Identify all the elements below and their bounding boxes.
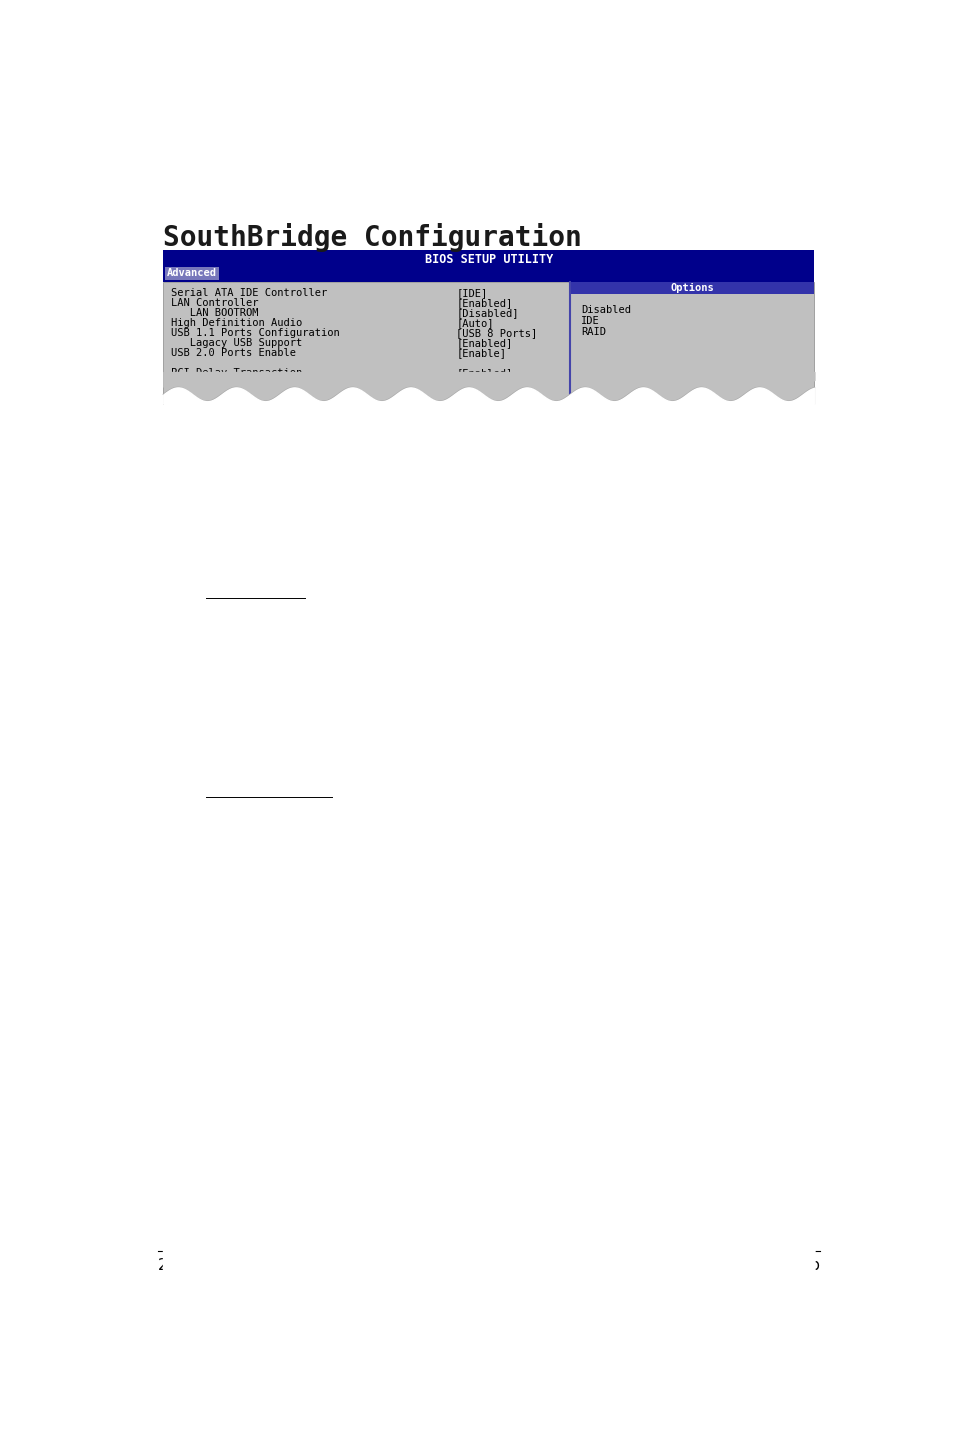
- Text: USB 2.0 Ports Enable: USB 2.0 Ports Enable: [171, 348, 295, 358]
- Bar: [570, 282, 814, 404]
- Text: Serial ATA IDE Controller: Serial ATA IDE Controller: [171, 288, 327, 298]
- Text: Lagacy USB Support: Lagacy USB Support: [171, 338, 302, 348]
- Text: [Enable]: [Enable]: [456, 348, 506, 358]
- Text: This option allows you to enable 2.0 USB host controllers.: This option allows you to enable 2.0 USB…: [163, 884, 604, 899]
- Text: USB 1.1 Ports Configuration [USB 8 Ports]: USB 1.1 Ports Configuration [USB 8 Ports…: [163, 716, 659, 736]
- Text: Configuration options: [Disabled] [Auto] [Enabled]: Configuration options: [Disabled] [Auto]…: [206, 831, 590, 846]
- Text: This option allows you to set the High Definition Audio.: This option allows you to set the High D…: [163, 670, 583, 684]
- Text: LAN BootROM [Disabled]: LAN BootROM [Disabled]: [206, 587, 395, 603]
- Text: Allows you to enable or disable the PCI Delay Transaction.: Allows you to enable or disable the PCI …: [163, 952, 607, 966]
- Text: Configuration options: [Disabled] [USB 2 Ports] [USB 4 Ports]  [USB 6: Configuration options: [Disabled] [USB 2…: [163, 752, 691, 768]
- Text: Serial ATA IDE Controller [IDE]: Serial ATA IDE Controller [IDE]: [163, 463, 518, 483]
- Bar: [163, 266, 814, 282]
- Text: This option allows you to enable support for legacy USB. Auto option: This option allows you to enable support…: [206, 801, 732, 817]
- Text: RAID: RAID: [580, 326, 605, 336]
- Text: Chapter 2: BIOS Setup: Chapter 2: BIOS Setup: [647, 1258, 819, 1273]
- Text: This option allows you to enable or disable the LAN controller.: This option allows you to enable or disa…: [163, 554, 638, 568]
- Text: SouthBridge Configuration: SouthBridge Configuration: [163, 223, 581, 252]
- Text: USB 1.1 Ports Configuration: USB 1.1 Ports Configuration: [171, 328, 339, 338]
- Text: LAN BOOTROM: LAN BOOTROM: [171, 308, 258, 318]
- Text: LAN Controller [Enabled]: LAN Controller [Enabled]: [163, 532, 456, 551]
- Text: IDE: IDE: [580, 316, 599, 326]
- Text: PCI Delay Transaction: PCI Delay Transaction: [171, 368, 302, 378]
- Text: High Definition Audio [Auto]: High Definition Audio [Auto]: [163, 649, 497, 669]
- Text: [Auto]: [Auto]: [456, 318, 494, 328]
- Text: Ports] [USB 8 Ports]: Ports] [USB 8 Ports]: [163, 766, 314, 782]
- Text: [Disabled]: [Disabled]: [456, 308, 518, 318]
- Text: High Definition Audio: High Definition Audio: [171, 318, 302, 328]
- Text: Configuration options: [Disabled] [Enabled]: Configuration options: [Disabled] [Enabl…: [206, 617, 537, 631]
- Bar: [165, 266, 219, 280]
- Text: USB 2.0 Ports Enable [Enable]: USB 2.0 Ports Enable [Enable]: [163, 863, 517, 883]
- Text: Disabled: Disabled: [580, 305, 631, 315]
- Text: BIOS SETUP UTILITY: BIOS SETUP UTILITY: [424, 253, 553, 266]
- Text: Advanced: Advanced: [167, 267, 217, 278]
- Text: Legacy USB Support [Enabled]: Legacy USB Support [Enabled]: [206, 787, 439, 801]
- Bar: [570, 282, 814, 295]
- Text: Configuration options: [Disabled] [IDE] [RAID]: Configuration options: [Disabled] [IDE] …: [163, 500, 513, 515]
- Text: [IDE]: [IDE]: [456, 288, 487, 298]
- Text: 2-24: 2-24: [158, 1258, 193, 1273]
- Text: [Enabled]: [Enabled]: [456, 338, 512, 348]
- Text: Configuration options: [Disabled] [Auto]: Configuration options: [Disabled] [Auto]: [163, 684, 469, 700]
- Text: PCI Delay Transaction [Enabled]: PCI Delay Transaction [Enabled]: [163, 930, 538, 951]
- Text: [Enabled]: [Enabled]: [456, 368, 512, 378]
- Text: [Enabled]: [Enabled]: [456, 298, 512, 308]
- Text: Configuration options: [Disabled] [Enabled]: Configuration options: [Disabled] [Enabl…: [163, 568, 496, 582]
- Text: disables legacy support if no USB devices are connected.: disables legacy support if no USB device…: [206, 817, 645, 831]
- Text: This option allows you to set the Serial ATA IDE controller mode.: This option allows you to set the Serial…: [163, 485, 655, 500]
- Text: This option allows you to enable or disable the LAN boot ROM.: This option allows you to enable or disa…: [206, 603, 683, 617]
- Text: Options: Options: [670, 283, 714, 293]
- Bar: [163, 250, 814, 266]
- Bar: [163, 282, 814, 404]
- Text: This option allows you to enable 1.1 USB host controllers.: This option allows you to enable 1.1 USB…: [163, 738, 604, 752]
- Text: LAN Controller: LAN Controller: [171, 298, 258, 308]
- Text: Configuration options: [Disabled] [Enable]: Configuration options: [Disabled] [Enabl…: [163, 899, 485, 913]
- Text: Configuration options: [Disabled] [Enabled]: Configuration options: [Disabled] [Enabl…: [163, 966, 496, 981]
- Text: [USB 8 Ports]: [USB 8 Ports]: [456, 328, 537, 338]
